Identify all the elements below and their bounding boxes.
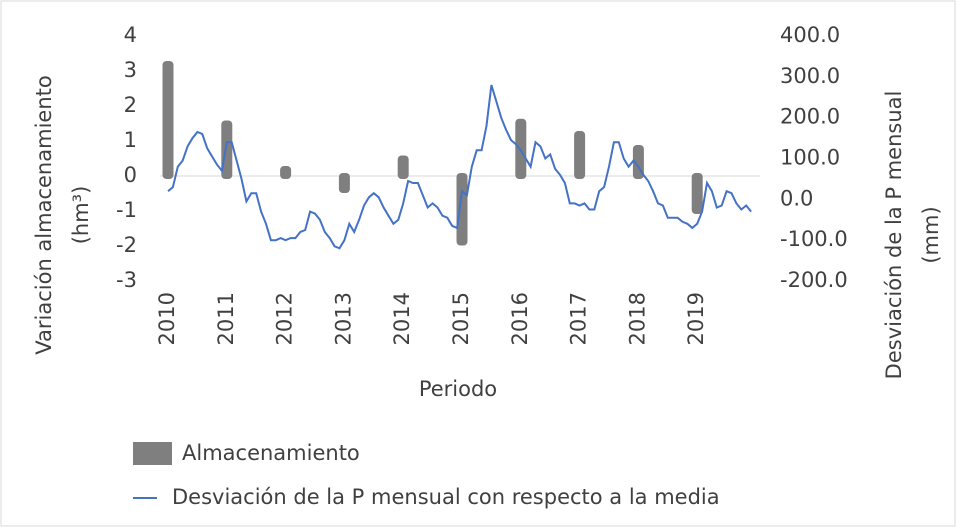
y-tick-label: -2 [116,233,137,257]
x-tick-label: 2017 [567,292,591,345]
y-tick-label: -1 [116,198,137,222]
y2-axis-title: (mm) [919,206,943,263]
legend-label: Desviación de la P mensual con respecto … [172,485,720,509]
y2-tick-label: -200.0 [780,268,848,292]
x-tick-label: 2011 [214,292,238,345]
bar [162,61,174,179]
bar [691,173,703,214]
x-tick-label: 2016 [508,292,532,345]
y-tick-label: 1 [124,128,137,152]
y2-tick-label: -100.0 [780,227,848,251]
legend-swatch [133,442,172,465]
y-tick-label: 0 [124,163,137,187]
y-axis-title: Variación almacenamiento [32,75,56,354]
y-tick-label: 4 [124,23,137,47]
bar [338,173,350,193]
x-tick-label: 2012 [273,292,297,345]
y2-axis-title: Desviación de la P mensual [882,91,906,380]
y-tick-label: -3 [116,268,137,292]
y-tick-label: 2 [124,93,137,117]
bar [221,120,233,179]
y2-tick-label: 400.0 [780,23,840,47]
bar [397,155,409,179]
y-axis-title: (hm³) [69,186,93,245]
x-axis-title: Periodo [419,377,497,401]
y2-tick-label: 300.0 [780,64,840,88]
bar [456,173,468,246]
bar [280,166,292,179]
x-tick-label: 2019 [684,292,708,345]
y2-tick-label: 100.0 [780,146,840,170]
x-tick-label: 2013 [331,292,355,345]
x-tick-label: 2010 [155,292,179,345]
y2-tick-label: 200.0 [780,105,840,129]
x-tick-label: 2018 [625,292,649,345]
x-tick-label: 2014 [390,292,414,345]
y2-tick-label: 0.0 [780,186,813,210]
legend-label: Almacenamiento [182,441,360,465]
bar [574,131,586,179]
line [167,84,752,250]
y-tick-label: 3 [124,58,137,82]
x-tick-label: 2015 [449,292,473,345]
